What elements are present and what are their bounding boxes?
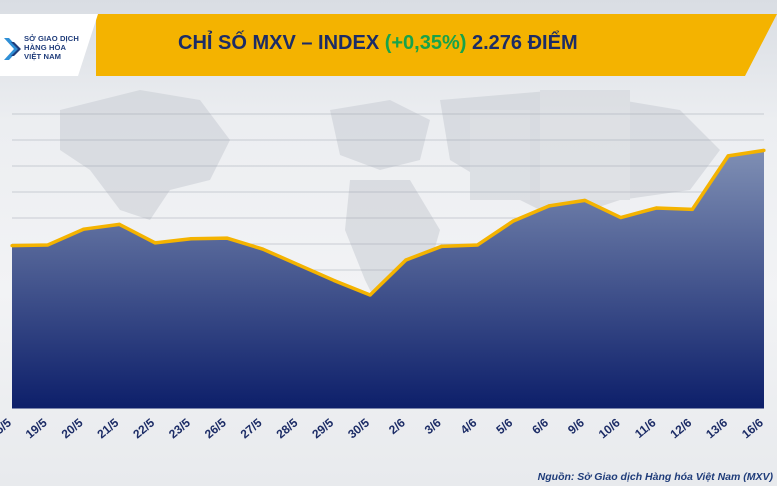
x-tick-label: 30/5: [345, 415, 372, 441]
data-point: [261, 247, 265, 251]
data-point: [404, 258, 408, 262]
x-tick-label: 5/5: [0, 415, 14, 437]
data-point: [762, 148, 766, 152]
mxv-index-chart: 5/5 19/5 20/5 21/5 22/5 23/5 26/5 27/5 28/5 29/5 3…: [0, 113, 766, 441]
x-tick-label: 19/5: [23, 415, 50, 441]
data-point: [619, 215, 623, 220]
x-tick-label: 2/6: [386, 415, 408, 437]
data-point: [547, 204, 551, 208]
x-tick-label: 9/6: [565, 415, 587, 437]
data-point: [82, 227, 86, 231]
x-tick-label: 21/5: [94, 415, 121, 441]
x-tick-label: 23/5: [166, 415, 193, 441]
x-tick-label: 20/5: [59, 415, 86, 441]
x-tick-label: 22/5: [130, 415, 157, 441]
x-tick-label: 28/5: [274, 415, 301, 441]
data-point: [690, 207, 694, 211]
chart-title: CHỈ SỐ MXV – INDEX (+0,35%) 2.276 ĐIỂM: [178, 32, 658, 55]
data-point: [440, 244, 444, 248]
x-tick-label: 12/6: [667, 415, 694, 441]
data-point: [511, 219, 515, 223]
x-tick-label: 4/6: [458, 415, 480, 437]
data-point: [117, 222, 122, 226]
x-tick-label: 13/6: [703, 415, 730, 441]
logo-line-1: SỞ GIAO DỊCH: [24, 34, 79, 43]
data-point: [46, 243, 50, 247]
x-tick-label: 16/6: [739, 415, 766, 441]
header-banner: [0, 14, 777, 76]
data-point: [189, 237, 193, 241]
x-tick-label: 27/5: [238, 415, 265, 441]
data-point: [153, 241, 157, 245]
data-point: [225, 236, 229, 240]
logo-line-2: HÀNG HÓA: [24, 43, 67, 52]
logo-line-3: VIỆT NAM: [24, 52, 62, 61]
data-point: [10, 244, 14, 248]
title-prefix: CHỈ SỐ MXV – INDEX: [178, 32, 385, 54]
data-point: [654, 206, 659, 210]
data-point: [475, 243, 480, 247]
index-line: [11, 148, 765, 297]
x-tick-label: 5/6: [493, 415, 515, 437]
source-note: Nguồn: Sở Giao dịch Hàng hóa Việt Nam (M…: [537, 471, 773, 483]
x-tick-label: 3/6: [422, 415, 444, 437]
data-point: [368, 293, 372, 297]
title-change: (+0,35%): [384, 32, 467, 54]
logo-text: SỞ GIAO DỊCH HÀNG HÓA VIỆT NAM: [24, 34, 96, 61]
data-point: [332, 278, 336, 283]
x-tick-label: 11/6: [632, 415, 659, 441]
logo-chevron-icon: [4, 38, 21, 60]
x-tick-label: 10/6: [596, 415, 623, 441]
title-suffix: 2.276 ĐIỂM: [466, 32, 578, 54]
data-point: [583, 198, 587, 203]
data-point: [296, 263, 301, 267]
x-tick-label: 26/5: [202, 415, 229, 441]
x-tick-label: 29/5: [309, 415, 336, 441]
data-point: [726, 154, 730, 158]
x-tick-label: 6/6: [529, 415, 551, 437]
mxv-logo: SỞ GIAO DỊCH HÀNG HÓA VIỆT NAM: [0, 14, 96, 76]
